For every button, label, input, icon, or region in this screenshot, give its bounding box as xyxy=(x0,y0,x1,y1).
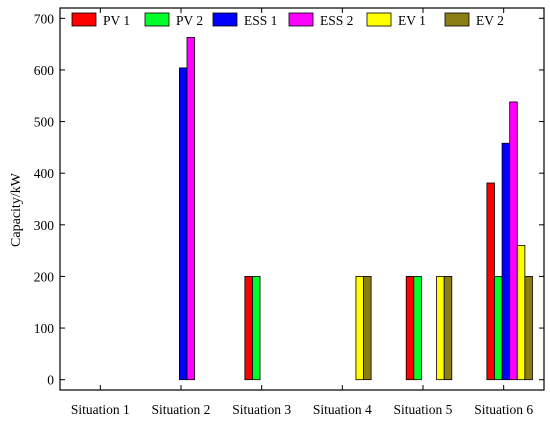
y-tick-label: 600 xyxy=(34,63,55,78)
legend-swatch xyxy=(212,12,238,27)
axes: 0 100 200 300 400 500 600 700 Situation 1 Situati… xyxy=(34,8,544,417)
x-category-label: Situation 6 xyxy=(474,402,533,417)
y-tick-label: 400 xyxy=(34,166,55,181)
x-category-label: Situation 4 xyxy=(313,402,372,417)
bar-pv-1 xyxy=(405,276,415,381)
bar-ev-2 xyxy=(443,276,453,381)
bar-pv-2 xyxy=(252,276,261,381)
legend-label: ESS 1 xyxy=(244,13,277,28)
legend-swatch xyxy=(288,12,314,27)
bar-pv-2 xyxy=(413,276,422,381)
x-category-label: Situation 5 xyxy=(394,402,453,417)
bar-pv-1 xyxy=(486,182,495,381)
bar-ev-1 xyxy=(355,276,364,381)
legend-swatch xyxy=(71,12,97,27)
legend: PV 1 PV 2 ESS 1 ESS 2 EV 1 EV 2 xyxy=(71,12,504,28)
plot-area xyxy=(59,7,545,391)
bar-ess-1 xyxy=(501,142,511,381)
bars xyxy=(178,37,533,381)
y-tick-label: 0 xyxy=(47,373,54,388)
y-tick-label: 500 xyxy=(34,115,55,130)
legend-label: EV 2 xyxy=(476,13,504,28)
legend-swatch xyxy=(144,12,170,27)
legend-label: EV 1 xyxy=(398,13,426,28)
bar-ess-2 xyxy=(509,101,518,381)
legend-swatch xyxy=(366,12,392,27)
legend-label: ESS 2 xyxy=(320,13,353,28)
legend-label: PV 1 xyxy=(103,13,130,28)
bar-pv-2 xyxy=(494,276,503,381)
y-tick-label: 200 xyxy=(34,269,55,284)
y-tick-label: 100 xyxy=(34,321,55,336)
y-tick-label: 700 xyxy=(34,11,55,26)
bar-ev-2 xyxy=(524,276,533,381)
plot-frame xyxy=(59,7,545,391)
bar-ev-2 xyxy=(363,276,372,381)
x-category-label: Situation 3 xyxy=(232,402,291,417)
bar-ev-1 xyxy=(436,276,445,381)
x-category-label: Situation 1 xyxy=(71,402,130,417)
y-tick-label: 300 xyxy=(34,218,55,233)
bar-ev-1 xyxy=(516,245,526,381)
bar-ess-1 xyxy=(178,67,188,381)
legend-swatch xyxy=(444,12,470,27)
bar-ess-2 xyxy=(186,37,195,381)
bar-pv-1 xyxy=(244,276,253,381)
x-category-label: Situation 2 xyxy=(152,402,211,417)
legend-label: PV 2 xyxy=(176,13,203,28)
y-axis-title: Capacity/kW xyxy=(9,172,24,247)
